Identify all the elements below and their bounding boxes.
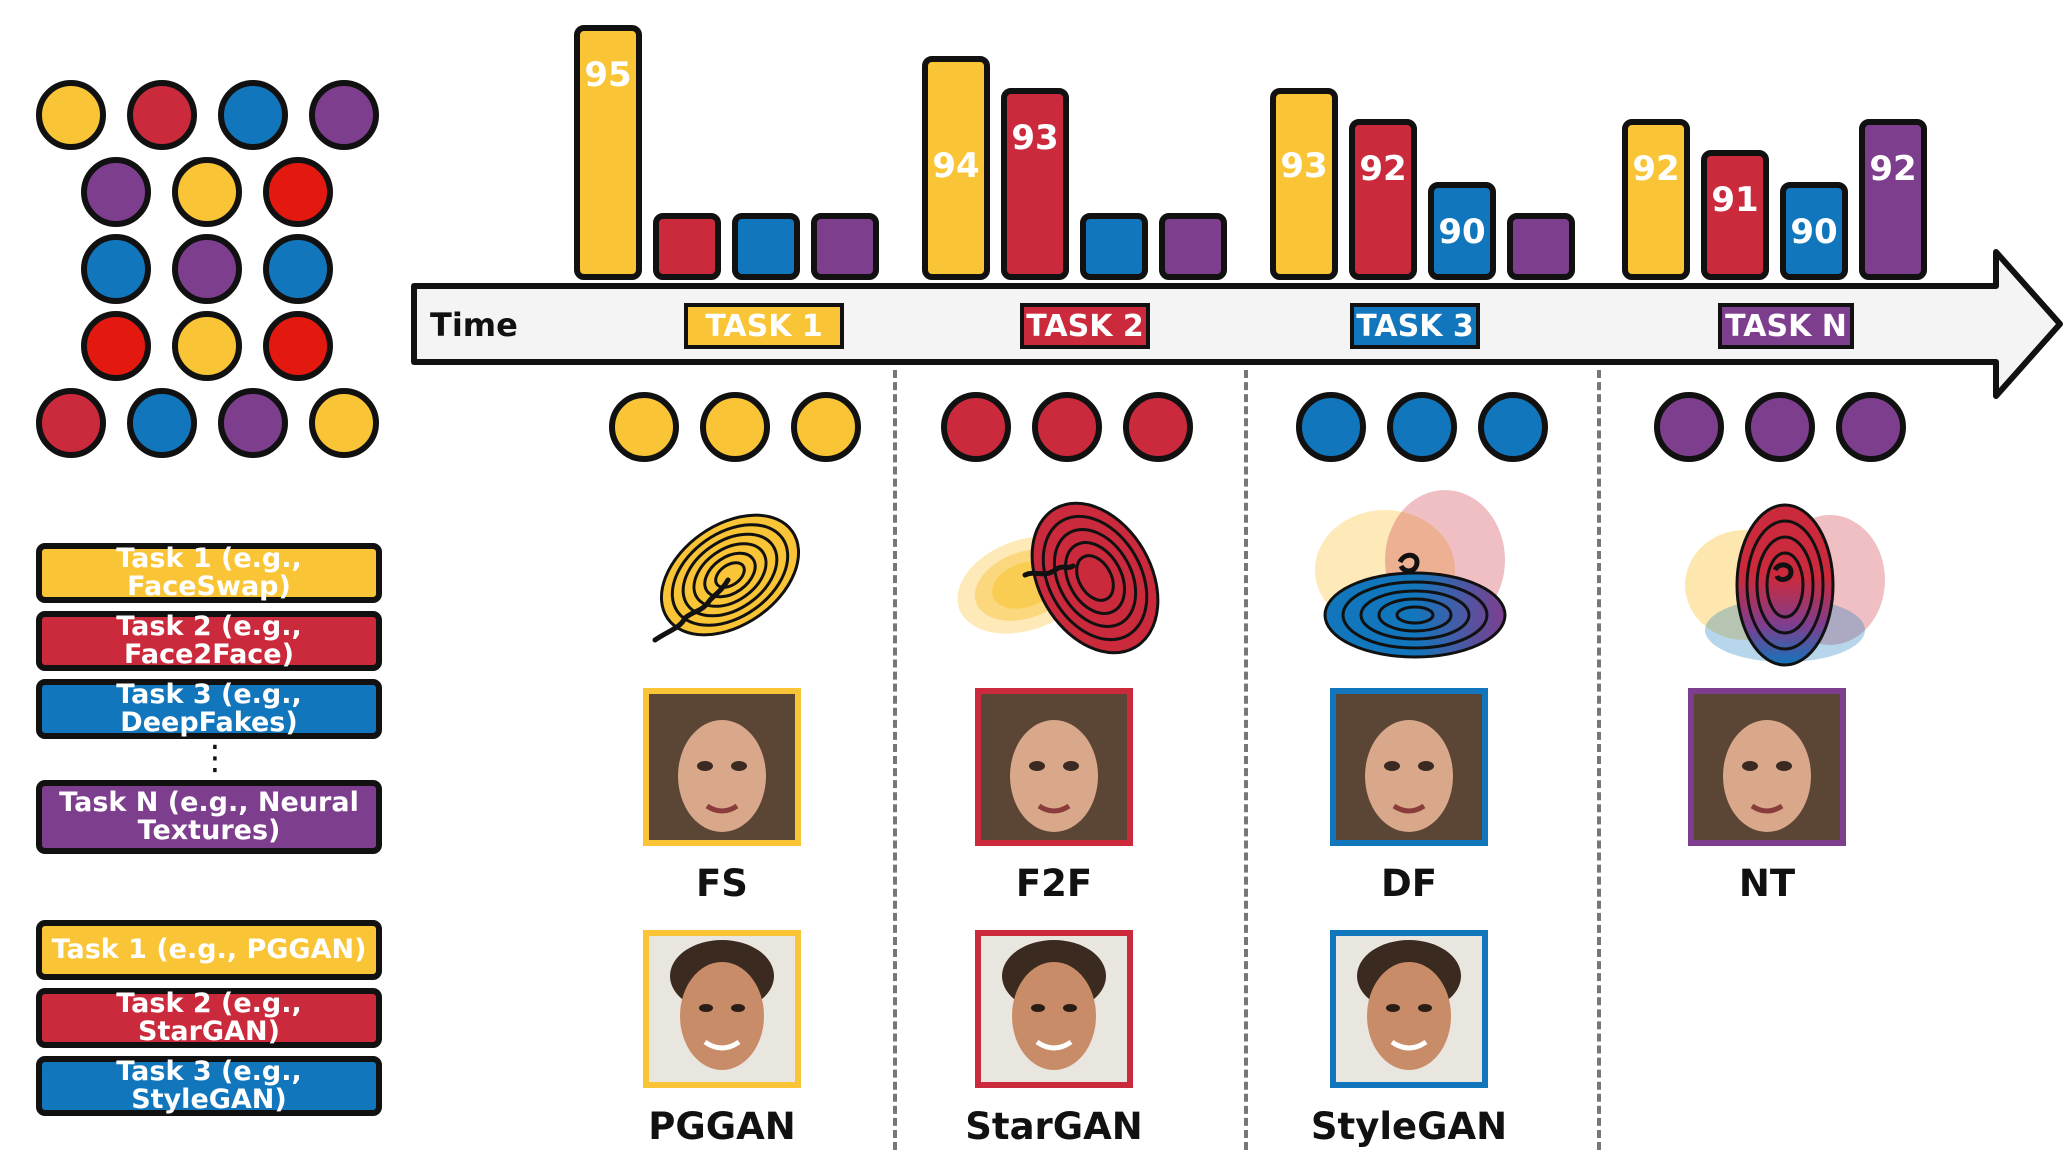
task-sample-circle	[1836, 392, 1906, 462]
task-tag-2: TASK 2	[1020, 303, 1150, 349]
pool-sample-circle	[36, 388, 106, 458]
legend-gan-task3: Task 3 (e.g., StyleGAN)	[36, 1056, 382, 1116]
task-sample-circle	[609, 392, 679, 462]
task-sample-circle	[700, 392, 770, 462]
pool-sample-circle	[309, 388, 379, 458]
pool-sample-circle	[218, 80, 288, 150]
bar-value-label: 92	[1359, 149, 1407, 189]
bar-value-label: 92	[1632, 149, 1680, 189]
pool-sample-circle	[172, 234, 242, 304]
bar-value-label: 95	[584, 55, 632, 95]
pool-sample-circle	[127, 388, 197, 458]
task3-accuracy-bar-red: 92	[1349, 119, 1417, 280]
bar-value-label: 93	[1280, 146, 1328, 186]
divider-2	[1244, 370, 1248, 1150]
gan-face-image-3	[1330, 930, 1488, 1088]
gan-caption-1: PGGAN	[648, 1105, 796, 1148]
task-sample-circle	[1478, 392, 1548, 462]
task4-accuracy-bar-purple: 92	[1859, 119, 1927, 280]
task-sample-circle	[791, 392, 861, 462]
dataset-face-image-3	[1330, 688, 1488, 846]
bar-value-label: 91	[1711, 180, 1759, 220]
task2-accuracy-bar-red: 93	[1001, 88, 1069, 280]
divider-1	[893, 370, 897, 1150]
task1-accuracy-bar-yellow: 95	[574, 25, 642, 280]
task-sample-circle	[1123, 392, 1193, 462]
loss-landscape-task1	[652, 513, 801, 643]
legend-dataset-task1: Task 1 (e.g., FaceSwap)	[36, 543, 382, 603]
task-sample-circle	[1654, 392, 1724, 462]
gan-face-image-1	[643, 930, 801, 1088]
gan-caption-2: StarGAN	[965, 1105, 1143, 1148]
legend-dataset-task3: Task 3 (e.g., DeepFakes)	[36, 679, 382, 739]
pool-sample-circle	[309, 80, 379, 150]
loss-landscape-task2	[957, 501, 1160, 655]
timeline-arrow	[411, 249, 2063, 399]
bar-value-label: 90	[1438, 212, 1486, 252]
pool-sample-circle	[81, 311, 151, 381]
task-sample-circle	[1387, 392, 1457, 462]
task-tag-3: TASK 3	[1350, 303, 1480, 349]
pool-sample-circle	[81, 157, 151, 227]
task1-accuracy-bar-purple	[811, 213, 879, 280]
legend-dataset-taskn: Task N (e.g., Neural Textures)	[36, 780, 382, 854]
task-sample-circle	[941, 392, 1011, 462]
task-tag-1: TASK 1	[684, 303, 844, 349]
loss-landscape-task3	[1315, 490, 1507, 659]
dataset-face-image-4	[1688, 688, 1846, 846]
dataset-caption-3: DF	[1381, 862, 1437, 905]
task3-accuracy-bar-purple	[1507, 213, 1575, 280]
task-sample-circle	[1032, 392, 1102, 462]
pool-sample-circle	[263, 311, 333, 381]
task1-accuracy-bar-blue	[732, 213, 800, 280]
bar-value-label: 90	[1790, 212, 1838, 252]
dataset-face-image-2	[975, 688, 1133, 846]
task4-accuracy-bar-blue: 90	[1780, 182, 1848, 280]
task-sample-circle	[1745, 392, 1815, 462]
pool-sample-circle	[172, 311, 242, 381]
timeline-label: Time	[430, 306, 518, 344]
dataset-caption-4: NT	[1738, 862, 1796, 905]
task2-accuracy-bar-yellow: 94	[922, 56, 990, 280]
dataset-caption-1: FS	[696, 862, 748, 905]
pool-sample-circle	[263, 234, 333, 304]
task2-accuracy-bar-purple	[1159, 213, 1227, 280]
gan-caption-3: StyleGAN	[1310, 1105, 1508, 1148]
pool-sample-circle	[36, 80, 106, 150]
task3-accuracy-bar-blue: 90	[1428, 182, 1496, 280]
task4-accuracy-bar-red: 91	[1701, 150, 1769, 280]
bar-value-label: 94	[932, 146, 980, 186]
divider-3	[1597, 370, 1601, 1150]
loss-landscape-taskn	[1685, 503, 1885, 667]
legend-gan-task1: Task 1 (e.g., PGGAN)	[36, 920, 382, 980]
legend-gan-task2: Task 2 (e.g., StarGAN)	[36, 988, 382, 1048]
bar-value-label: 92	[1869, 149, 1917, 189]
legend-dataset-task2: Task 2 (e.g., Face2Face)	[36, 611, 382, 671]
pool-sample-circle	[263, 157, 333, 227]
pool-sample-circle	[81, 234, 151, 304]
dataset-face-image-1	[643, 688, 801, 846]
task-sample-circle	[1296, 392, 1366, 462]
bar-value-label: 93	[1011, 118, 1059, 158]
task4-accuracy-bar-yellow: 92	[1622, 119, 1690, 280]
task3-accuracy-bar-yellow: 93	[1270, 88, 1338, 280]
pool-sample-circle	[127, 80, 197, 150]
task2-accuracy-bar-blue	[1080, 213, 1148, 280]
task1-accuracy-bar-red	[653, 213, 721, 280]
dataset-caption-2: F2F	[1015, 862, 1093, 905]
pool-sample-circle	[218, 388, 288, 458]
task-tag-4: TASK N	[1718, 303, 1854, 349]
pool-sample-circle	[172, 157, 242, 227]
legend-ellipsis: ⋮	[198, 738, 232, 778]
gan-face-image-2	[975, 930, 1133, 1088]
